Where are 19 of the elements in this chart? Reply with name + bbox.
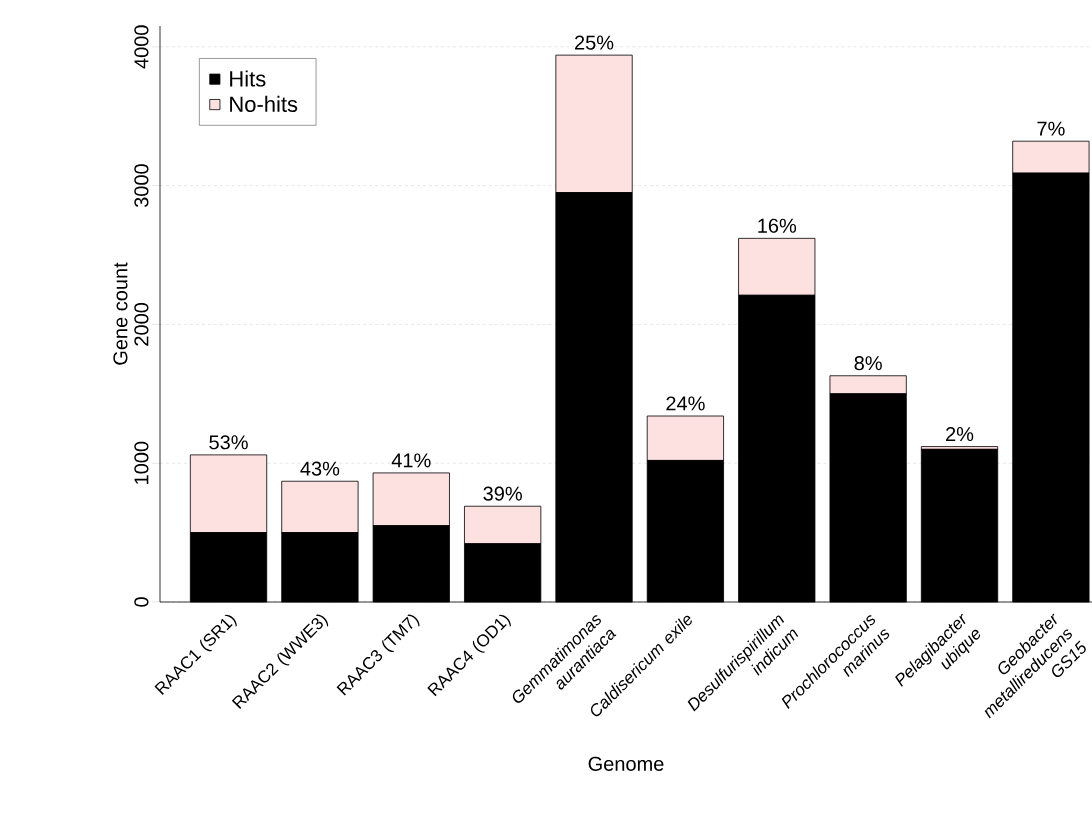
y-tick-label: 1000 — [134, 441, 149, 484]
annotation: 16% — [758, 218, 797, 233]
annotation: 25% — [575, 35, 614, 50]
legend-label: Hits — [230, 70, 266, 87]
annotation: 7% — [1037, 121, 1065, 136]
annotation: 8% — [854, 356, 882, 371]
annotation: 24% — [666, 396, 705, 411]
y-tick-label: 2000 — [134, 302, 149, 346]
y-tick-label: 0 — [134, 597, 149, 607]
annotation: 2% — [946, 426, 974, 442]
y-axis-title: Gene count — [113, 262, 128, 365]
x-axis-title: Genome — [588, 756, 664, 771]
y-tick-label: 3000 — [134, 164, 149, 208]
annotation: 53% — [209, 435, 248, 450]
legend-label: No-hits — [230, 95, 298, 113]
annotation: 39% — [483, 486, 522, 501]
annotation: 43% — [300, 461, 340, 476]
annotation: 41% — [391, 453, 431, 468]
y-tick-label: 4000 — [134, 25, 149, 69]
